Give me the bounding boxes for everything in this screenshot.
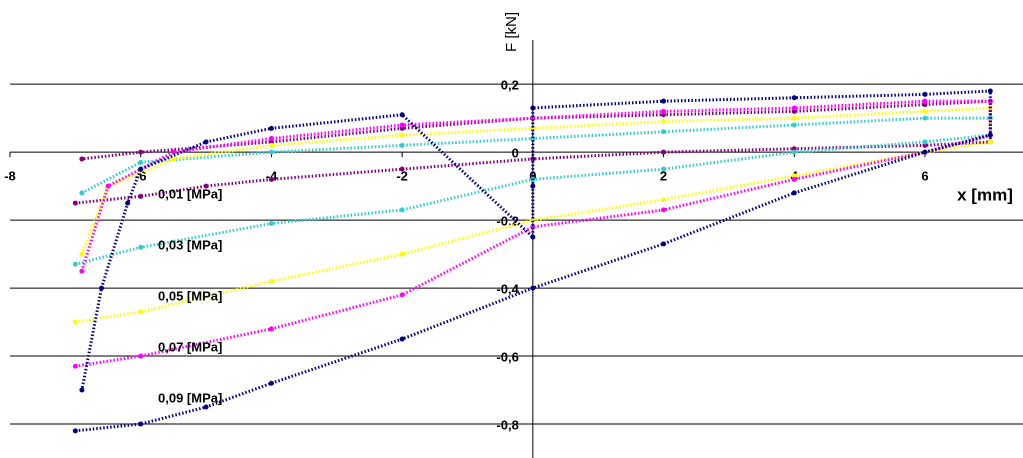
x-tick-label: -8 (4, 169, 16, 184)
series-annotation: 0,01 [MPa] (158, 186, 222, 201)
series-annotation: 0,07 [MPa] (158, 339, 222, 354)
data-point (791, 105, 797, 111)
x-tick-label: -6 (135, 169, 147, 184)
series-annotation: 0,05 [MPa] (158, 288, 222, 303)
data-point (530, 285, 536, 291)
series-annotation: 0,03 [MPa] (158, 237, 222, 252)
data-point (987, 88, 993, 94)
series-loop (75, 89, 992, 433)
data-point (791, 122, 797, 128)
y-tick-label: -0,6 (496, 349, 518, 364)
y-tick-label: -0,4 (496, 282, 519, 297)
y-tick-label: -0,2 (496, 214, 518, 229)
series-annotation: 0,09 [MPa] (158, 390, 222, 405)
y-tick-label: -0,8 (496, 417, 518, 432)
y-tick-label: 0 (512, 146, 519, 161)
x-tick-label: 2 (660, 169, 667, 184)
x-tick-label: 6 (921, 169, 928, 184)
y-axis-label: F [kN] (503, 12, 520, 52)
x-axis-label: x [mm] (957, 185, 1013, 204)
x-tick-label: -2 (396, 169, 408, 184)
y-tick-label: 0,2 (501, 78, 519, 93)
data-point (268, 176, 274, 182)
